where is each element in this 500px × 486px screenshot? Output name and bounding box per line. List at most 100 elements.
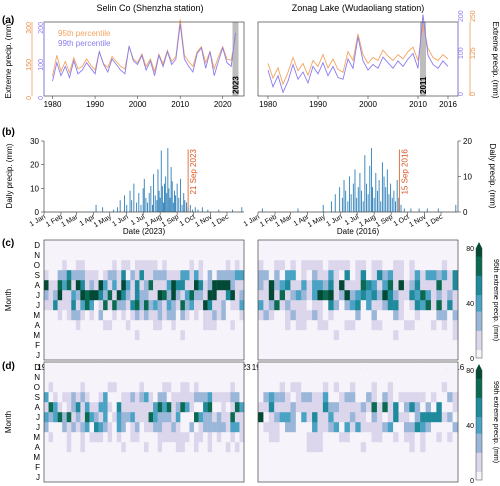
- heat-cell: [398, 350, 405, 361]
- heat-cell: [198, 310, 204, 321]
- heat-cell: [398, 250, 405, 261]
- heat-cell: [414, 320, 421, 331]
- heat-cell: [382, 412, 388, 423]
- heat-cell: [66, 372, 72, 383]
- month-tick-label: A: [35, 321, 41, 330]
- heat-cell: [420, 402, 426, 413]
- heat-cell: [382, 270, 388, 281]
- heat-cell: [153, 402, 158, 413]
- heat-cell: [344, 350, 351, 361]
- heat-cell: [393, 402, 399, 413]
- heat-cell: [409, 290, 415, 301]
- heat-cell: [221, 412, 227, 423]
- heat-cell: [57, 280, 63, 291]
- heat-cell: [403, 350, 410, 361]
- heat-cell: [148, 300, 154, 311]
- heat-cell: [130, 320, 136, 331]
- heat-cell: [162, 462, 167, 473]
- heat-cell: [279, 472, 286, 483]
- heat-cell: [57, 472, 63, 483]
- heat-cell: [89, 260, 95, 271]
- heat-cell: [94, 422, 99, 433]
- y-tick-label: 0: [38, 96, 45, 100]
- heat-cell: [212, 310, 217, 321]
- highlight-label-2011: 2011: [419, 76, 428, 94]
- heat-cell: [225, 250, 231, 261]
- heat-cell: [447, 472, 453, 483]
- heat-cell: [144, 372, 149, 383]
- heat-cell: [306, 442, 313, 453]
- heat-cell: [112, 382, 117, 393]
- heat-cell: [403, 340, 410, 351]
- heat-cell: [447, 350, 453, 361]
- heat-cell: [75, 270, 81, 281]
- colorbar-step: [476, 338, 482, 342]
- heat-cell: [216, 442, 222, 453]
- heat-cell: [290, 350, 297, 361]
- heat-cell: [44, 300, 49, 311]
- heat-cell: [285, 372, 291, 383]
- heat-cell: [203, 310, 208, 321]
- c-ylabel: Month: [4, 289, 13, 311]
- heat-cell: [107, 330, 113, 341]
- heat-cell: [225, 270, 231, 281]
- heat-cell: [225, 290, 231, 301]
- heat-cell: [144, 412, 149, 423]
- heat-cell: [403, 392, 410, 403]
- x-tick-label: 1 Dec: [425, 213, 445, 228]
- heat-cell: [230, 462, 236, 473]
- heat-cell: [80, 392, 86, 403]
- heat-cell: [71, 310, 77, 321]
- heat-cell: [48, 240, 54, 251]
- heat-cell: [239, 462, 245, 473]
- heat-cell: [153, 240, 158, 251]
- heat-cell: [382, 290, 388, 301]
- panel-a-left: 2023 95th percentile 99th percentile Ext…: [4, 19, 245, 109]
- heat-cell: [230, 412, 236, 423]
- heat-cell: [139, 310, 145, 321]
- heat-cell: [153, 250, 158, 261]
- heat-cell: [80, 240, 86, 251]
- heat-cell: [89, 240, 95, 251]
- heat-cell: [103, 270, 108, 281]
- heat-cell: [333, 432, 340, 443]
- heat-cell: [279, 300, 286, 311]
- colorbar-step: [476, 405, 482, 409]
- heat-cell: [53, 432, 58, 443]
- heat-cell: [414, 452, 421, 463]
- heat-cell: [84, 412, 90, 423]
- heat-cell: [125, 290, 131, 301]
- colorbar-step: [476, 441, 482, 445]
- heat-cell: [89, 340, 95, 351]
- heat-cell: [371, 432, 378, 443]
- heat-cell: [322, 260, 329, 271]
- heat-cell: [71, 340, 77, 351]
- heat-cell: [312, 402, 318, 413]
- heat-cell: [121, 290, 127, 301]
- heat-cell: [301, 240, 307, 251]
- heat-cell: [194, 422, 199, 433]
- heat-cell: [57, 372, 63, 383]
- heat-cell: [189, 432, 195, 443]
- heat-cell: [171, 452, 177, 463]
- heat-cell: [144, 422, 149, 433]
- heat-cell: [112, 472, 117, 483]
- heat-cell: [387, 250, 394, 261]
- month-tick-label: M: [33, 433, 40, 442]
- x-tick-label: 1980: [44, 100, 62, 109]
- heat-cell: [234, 412, 240, 423]
- heat-cell: [153, 452, 158, 463]
- heat-cell: [279, 442, 286, 453]
- heat-cell: [349, 402, 356, 413]
- heat-cell: [171, 250, 177, 261]
- heat-cell: [234, 260, 240, 271]
- heat-cell: [112, 310, 117, 321]
- heat-cell: [376, 330, 383, 341]
- heat-cell: [121, 462, 127, 473]
- heat-cell: [153, 362, 158, 373]
- heat-cell: [203, 412, 208, 423]
- heat-cell: [221, 442, 227, 453]
- heat-cell: [130, 240, 136, 251]
- heat-cell: [166, 372, 172, 383]
